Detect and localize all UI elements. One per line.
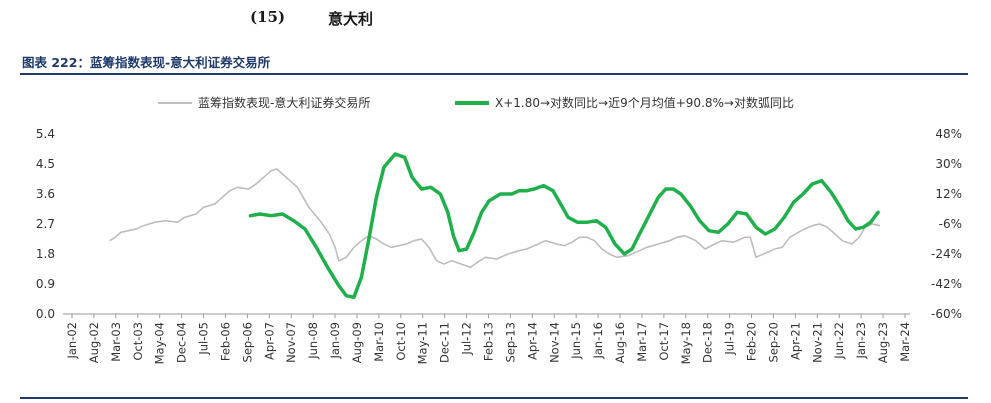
figure-bottom-rule [20,397,968,399]
series-line-gray [109,168,881,269]
x-tick-label: Oct-17 [657,322,671,361]
x-tick-label: Jul-12 [460,322,474,356]
right-tick-label: -6% [939,217,962,231]
x-tick-label: Oct-10 [394,322,408,361]
right-tick-label: 48% [935,127,962,141]
right-tick-label: -24% [931,247,962,261]
x-tick-label: Aug-23 [876,322,890,363]
x-tick-label: Mar-03 [109,322,123,362]
left-tick-label: 4.5 [36,157,55,171]
x-tick-label: Dec-11 [438,322,452,363]
right-tick-label: 12% [935,187,962,201]
x-tick-label: Jul-19 [723,322,737,356]
left-tick-label: 3.6 [36,187,55,201]
x-tick-label: Aug-02 [87,322,101,363]
left-tick-label: 0.9 [36,277,55,291]
x-tick-label: Sep-06 [240,322,254,362]
section-heading: (15) 意大利 [0,8,991,32]
x-tick-label: Jan-09 [328,322,342,360]
x-tick-label: Feb-20 [745,322,759,361]
x-tick-label: Jan-23 [854,322,868,360]
x-tick-label: Jun-22 [832,322,846,360]
x-tick-label: Jan-16 [591,322,605,360]
x-tick-label: Jan-02 [65,322,79,360]
section-number: (15) [250,8,286,26]
legend-label-gray: 蓝筹指数表现-意大利证券交易所 [198,95,370,110]
x-tick-label: Jun-08 [306,322,320,360]
x-tick-label: Nov-07 [284,322,298,363]
x-tick-label: Mar-24 [898,322,912,362]
x-tick-label: Apr-14 [525,322,539,360]
x-tick-label: May-11 [416,322,430,364]
right-tick-label: -42% [931,277,962,291]
x-tick-label: Feb-06 [218,322,232,361]
x-tick-label: Feb-13 [482,322,496,361]
figure-top-rule [20,73,968,75]
x-tick-label: Oct-03 [131,322,145,361]
x-tick-label: Nov-14 [547,322,561,363]
x-tick-label: May-04 [153,322,167,364]
right-tick-label: 30% [935,157,962,171]
x-tick-label: Mar-10 [372,322,386,362]
x-tick-label: Dec-04 [175,322,189,363]
x-tick-label: Sep-13 [503,322,517,362]
x-tick-label: Nov-21 [810,322,824,363]
left-tick-label: 2.7 [36,217,55,231]
x-tick-label: Sep-20 [766,322,780,362]
x-tick-label: Aug-16 [613,322,627,363]
left-tick-label: 5.4 [36,127,55,141]
x-axis: Jan-02 Aug-02 Mar-03 Oct-03 May-04 Dec-04 Jul-… [65,314,912,364]
x-tick-label: Dec-18 [701,322,715,363]
x-tick-label: Apr-21 [788,322,802,360]
right-axis: -60% -42% -24% -6% 12% 30% 48% [931,127,962,321]
x-tick-label: Jun-15 [569,322,583,360]
x-tick-label: Jul-05 [197,322,211,356]
series-line-green [248,152,880,300]
legend: 蓝筹指数表现-意大利证券交易所 X+1.80→对数同比→近9个月均值+90.8%… [158,95,794,110]
left-tick-label: 0.0 [36,307,55,321]
x-tick-label: Mar-17 [635,322,649,362]
x-tick-label: May-18 [679,322,693,364]
section-title: 意大利 [328,10,374,28]
left-tick-label: 1.8 [36,247,55,261]
right-tick-label: -60% [931,307,962,321]
figure-title: 图表 222：蓝筹指数表现-意大利证券交易所 [22,55,271,70]
legend-label-green: X+1.80→对数同比→近9个月均值+90.8%→对数弧同比 [495,95,794,110]
x-tick-label: Aug-09 [350,322,364,363]
x-tick-label: Apr-07 [262,322,276,360]
left-axis: 0.0 0.9 1.8 2.7 3.6 4.5 5.4 [36,127,55,321]
